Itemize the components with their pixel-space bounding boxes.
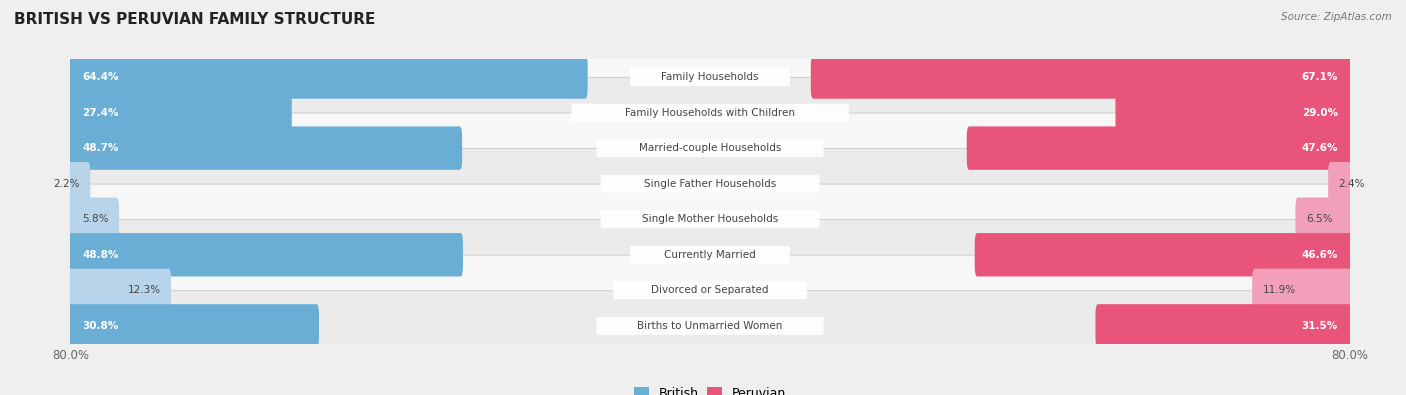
FancyBboxPatch shape (811, 55, 1353, 99)
Text: 67.1%: 67.1% (1302, 72, 1337, 82)
FancyBboxPatch shape (62, 220, 1358, 290)
FancyBboxPatch shape (62, 255, 1358, 325)
Text: 29.0%: 29.0% (1302, 107, 1337, 118)
FancyBboxPatch shape (67, 91, 292, 134)
FancyBboxPatch shape (1295, 198, 1353, 241)
FancyBboxPatch shape (62, 77, 1358, 148)
Text: Source: ZipAtlas.com: Source: ZipAtlas.com (1281, 12, 1392, 22)
FancyBboxPatch shape (67, 304, 319, 348)
Text: Births to Unmarried Women: Births to Unmarried Women (637, 321, 783, 331)
Text: 6.5%: 6.5% (1306, 214, 1333, 224)
FancyBboxPatch shape (67, 233, 463, 276)
FancyBboxPatch shape (62, 113, 1358, 183)
Text: 12.3%: 12.3% (128, 285, 160, 295)
FancyBboxPatch shape (571, 103, 849, 121)
FancyBboxPatch shape (67, 55, 588, 99)
Legend: British, Peruvian: British, Peruvian (634, 387, 786, 395)
Text: Single Mother Households: Single Mother Households (643, 214, 778, 224)
Text: 46.6%: 46.6% (1302, 250, 1337, 260)
FancyBboxPatch shape (1115, 91, 1353, 134)
FancyBboxPatch shape (613, 281, 807, 299)
Text: 30.8%: 30.8% (83, 321, 118, 331)
Text: Family Households: Family Households (661, 72, 759, 82)
Text: BRITISH VS PERUVIAN FAMILY STRUCTURE: BRITISH VS PERUVIAN FAMILY STRUCTURE (14, 12, 375, 27)
FancyBboxPatch shape (67, 162, 90, 205)
FancyBboxPatch shape (62, 42, 1358, 112)
FancyBboxPatch shape (62, 149, 1358, 219)
Text: 64.4%: 64.4% (83, 72, 118, 82)
FancyBboxPatch shape (67, 126, 463, 170)
Text: 5.8%: 5.8% (82, 214, 108, 224)
FancyBboxPatch shape (967, 126, 1353, 170)
FancyBboxPatch shape (1329, 162, 1353, 205)
FancyBboxPatch shape (630, 68, 790, 86)
FancyBboxPatch shape (974, 233, 1353, 276)
FancyBboxPatch shape (1253, 269, 1353, 312)
Text: Married-couple Households: Married-couple Households (638, 143, 782, 153)
FancyBboxPatch shape (67, 269, 172, 312)
FancyBboxPatch shape (600, 210, 820, 228)
FancyBboxPatch shape (596, 139, 824, 157)
Text: 48.8%: 48.8% (83, 250, 118, 260)
FancyBboxPatch shape (596, 317, 824, 335)
Text: 2.2%: 2.2% (53, 179, 80, 189)
FancyBboxPatch shape (600, 175, 820, 193)
FancyBboxPatch shape (62, 184, 1358, 254)
Text: 31.5%: 31.5% (1302, 321, 1337, 331)
Text: Divorced or Separated: Divorced or Separated (651, 285, 769, 295)
Text: 11.9%: 11.9% (1263, 285, 1296, 295)
Text: 47.6%: 47.6% (1302, 143, 1337, 153)
FancyBboxPatch shape (67, 198, 120, 241)
FancyBboxPatch shape (62, 291, 1358, 361)
Text: 27.4%: 27.4% (83, 107, 118, 118)
Text: 2.4%: 2.4% (1339, 179, 1365, 189)
FancyBboxPatch shape (630, 246, 790, 264)
FancyBboxPatch shape (1095, 304, 1353, 348)
Text: Family Households with Children: Family Households with Children (626, 107, 794, 118)
Text: Currently Married: Currently Married (664, 250, 756, 260)
Text: Single Father Households: Single Father Households (644, 179, 776, 189)
Text: 48.7%: 48.7% (83, 143, 118, 153)
